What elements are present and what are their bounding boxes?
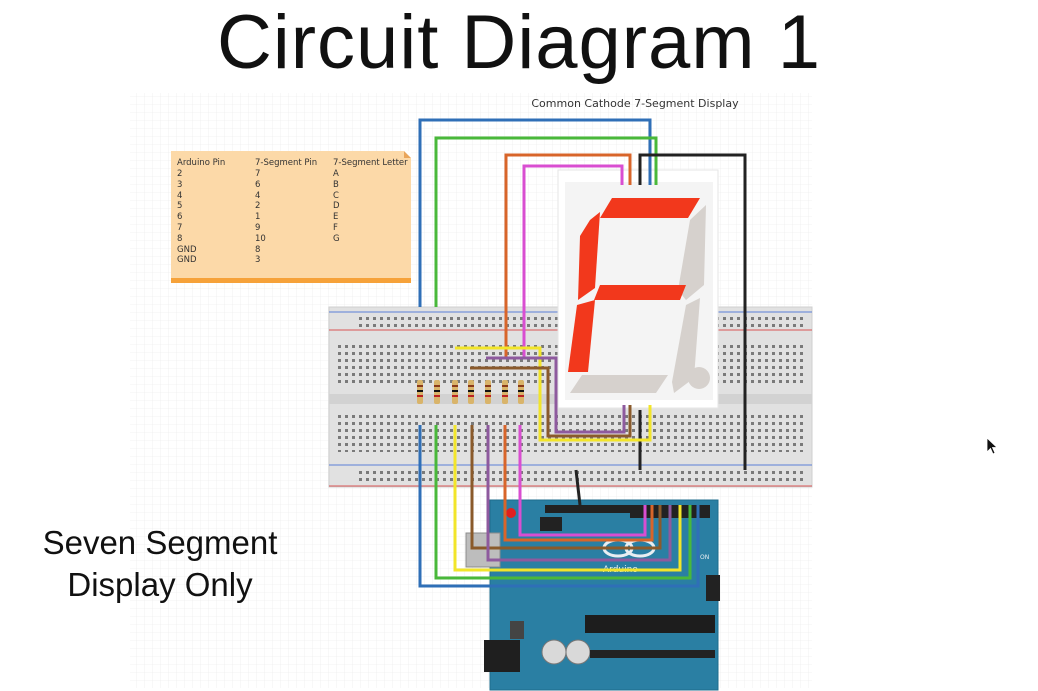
wire-black-ground xyxy=(574,469,582,506)
wire-magenta-bottom xyxy=(518,425,647,537)
wire-orange-top xyxy=(504,153,632,358)
segment-letter-cell xyxy=(333,255,408,266)
segment-pin-cell: 2 xyxy=(255,201,261,212)
arduino-pin-cell: GND xyxy=(177,255,197,266)
resistors xyxy=(417,380,524,404)
segment-b xyxy=(678,205,706,300)
header-arduino-pin: Arduino Pin xyxy=(177,158,226,168)
wire-brown xyxy=(470,366,632,438)
arduino-pin-cell: 6 xyxy=(177,212,183,223)
table-row: GND 8 xyxy=(177,245,408,256)
segment-pin-cell: 7 xyxy=(255,169,261,179)
wire-yellow-upper xyxy=(455,346,652,442)
wire-yellow-bottom xyxy=(453,425,682,572)
table-row: 6 1 E xyxy=(177,212,408,223)
segment-pin-cell: 3 xyxy=(255,255,261,266)
table-row: 2 7 A xyxy=(177,169,408,180)
arduino-pin-cell: GND xyxy=(177,244,197,255)
wire-blue-top xyxy=(418,118,652,307)
header-segment-letter: 7-Segment Letter xyxy=(333,158,408,168)
table-header-row: Arduino Pin 7-Segment Pin 7-Segment Lett… xyxy=(177,158,408,169)
segment-e xyxy=(568,300,595,372)
pin-mapping-note: Arduino Pin 7-Segment Pin 7-Segment Lett… xyxy=(171,151,411,283)
page-title: Circuit Diagram 1 xyxy=(216,0,822,85)
segment-letter-cell: G xyxy=(333,233,340,244)
segment-letter-cell xyxy=(333,245,408,256)
segment-letter-cell: E xyxy=(333,212,339,223)
segment-pin-cell: 9 xyxy=(255,222,261,233)
arduino-pin-cell: 7 xyxy=(177,222,183,233)
arduino-pin-cell: 2 xyxy=(177,169,183,179)
table-row: 4 4 C xyxy=(177,191,408,202)
wire-black-right xyxy=(638,153,747,470)
wire-purple xyxy=(486,356,626,434)
wire-purple-bottom xyxy=(486,425,672,562)
wire-green-top xyxy=(434,136,658,307)
segment-pin-cell: 8 xyxy=(255,244,261,255)
segment-a xyxy=(600,198,700,218)
seven-segment-display xyxy=(557,169,719,409)
segment-letter-cell: A xyxy=(333,169,339,179)
segment-pin-cell: 6 xyxy=(255,179,261,190)
table-row: 8 10 G xyxy=(177,234,408,245)
segment-letter-cell: C xyxy=(333,190,339,201)
on-led-label: ON xyxy=(700,554,709,561)
segment-letter-cell: F xyxy=(333,222,338,233)
arduino-pin-cell: 8 xyxy=(177,233,183,244)
table-row: GND 3 xyxy=(177,255,408,266)
segment-g xyxy=(594,285,686,300)
segment-dp xyxy=(688,367,710,389)
caption-line-2: Display Only xyxy=(67,566,253,603)
table-row: 5 2 D xyxy=(177,201,408,212)
segment-pin-cell: 1 xyxy=(255,212,261,223)
wire-magenta-top xyxy=(522,164,624,358)
mouse-pointer-icon xyxy=(986,437,999,455)
segment-d xyxy=(570,375,668,393)
table-row: 7 9 F xyxy=(177,223,408,234)
arduino-pin-cell: 5 xyxy=(177,201,183,212)
caption-line-1: Seven Segment xyxy=(42,524,278,561)
header-segment-pin: 7-Segment Pin xyxy=(255,158,318,168)
display-label: Common Cathode 7-Segment Display xyxy=(531,97,739,110)
segment-letter-cell: D xyxy=(333,201,340,212)
wire-blue-bottom xyxy=(418,425,700,588)
wire-brown-bottom xyxy=(470,425,662,550)
wire-green-bottom xyxy=(434,425,692,580)
segment-f xyxy=(578,212,600,300)
segment-letter-cell: B xyxy=(333,179,339,190)
table-row: 3 6 B xyxy=(177,180,408,191)
segment-pin-cell: 10 xyxy=(255,233,266,244)
wires xyxy=(418,118,747,588)
arduino-pin-cell: 4 xyxy=(177,190,183,201)
caption: Seven Segment Display Only xyxy=(20,522,300,606)
pin-mapping-table: Arduino Pin 7-Segment Pin 7-Segment Lett… xyxy=(177,158,408,266)
segment-pin-cell: 4 xyxy=(255,190,261,201)
wire-orange-bottom xyxy=(503,425,654,542)
note-fold-corner xyxy=(404,151,411,158)
arduino-pin-cell: 3 xyxy=(177,179,183,190)
